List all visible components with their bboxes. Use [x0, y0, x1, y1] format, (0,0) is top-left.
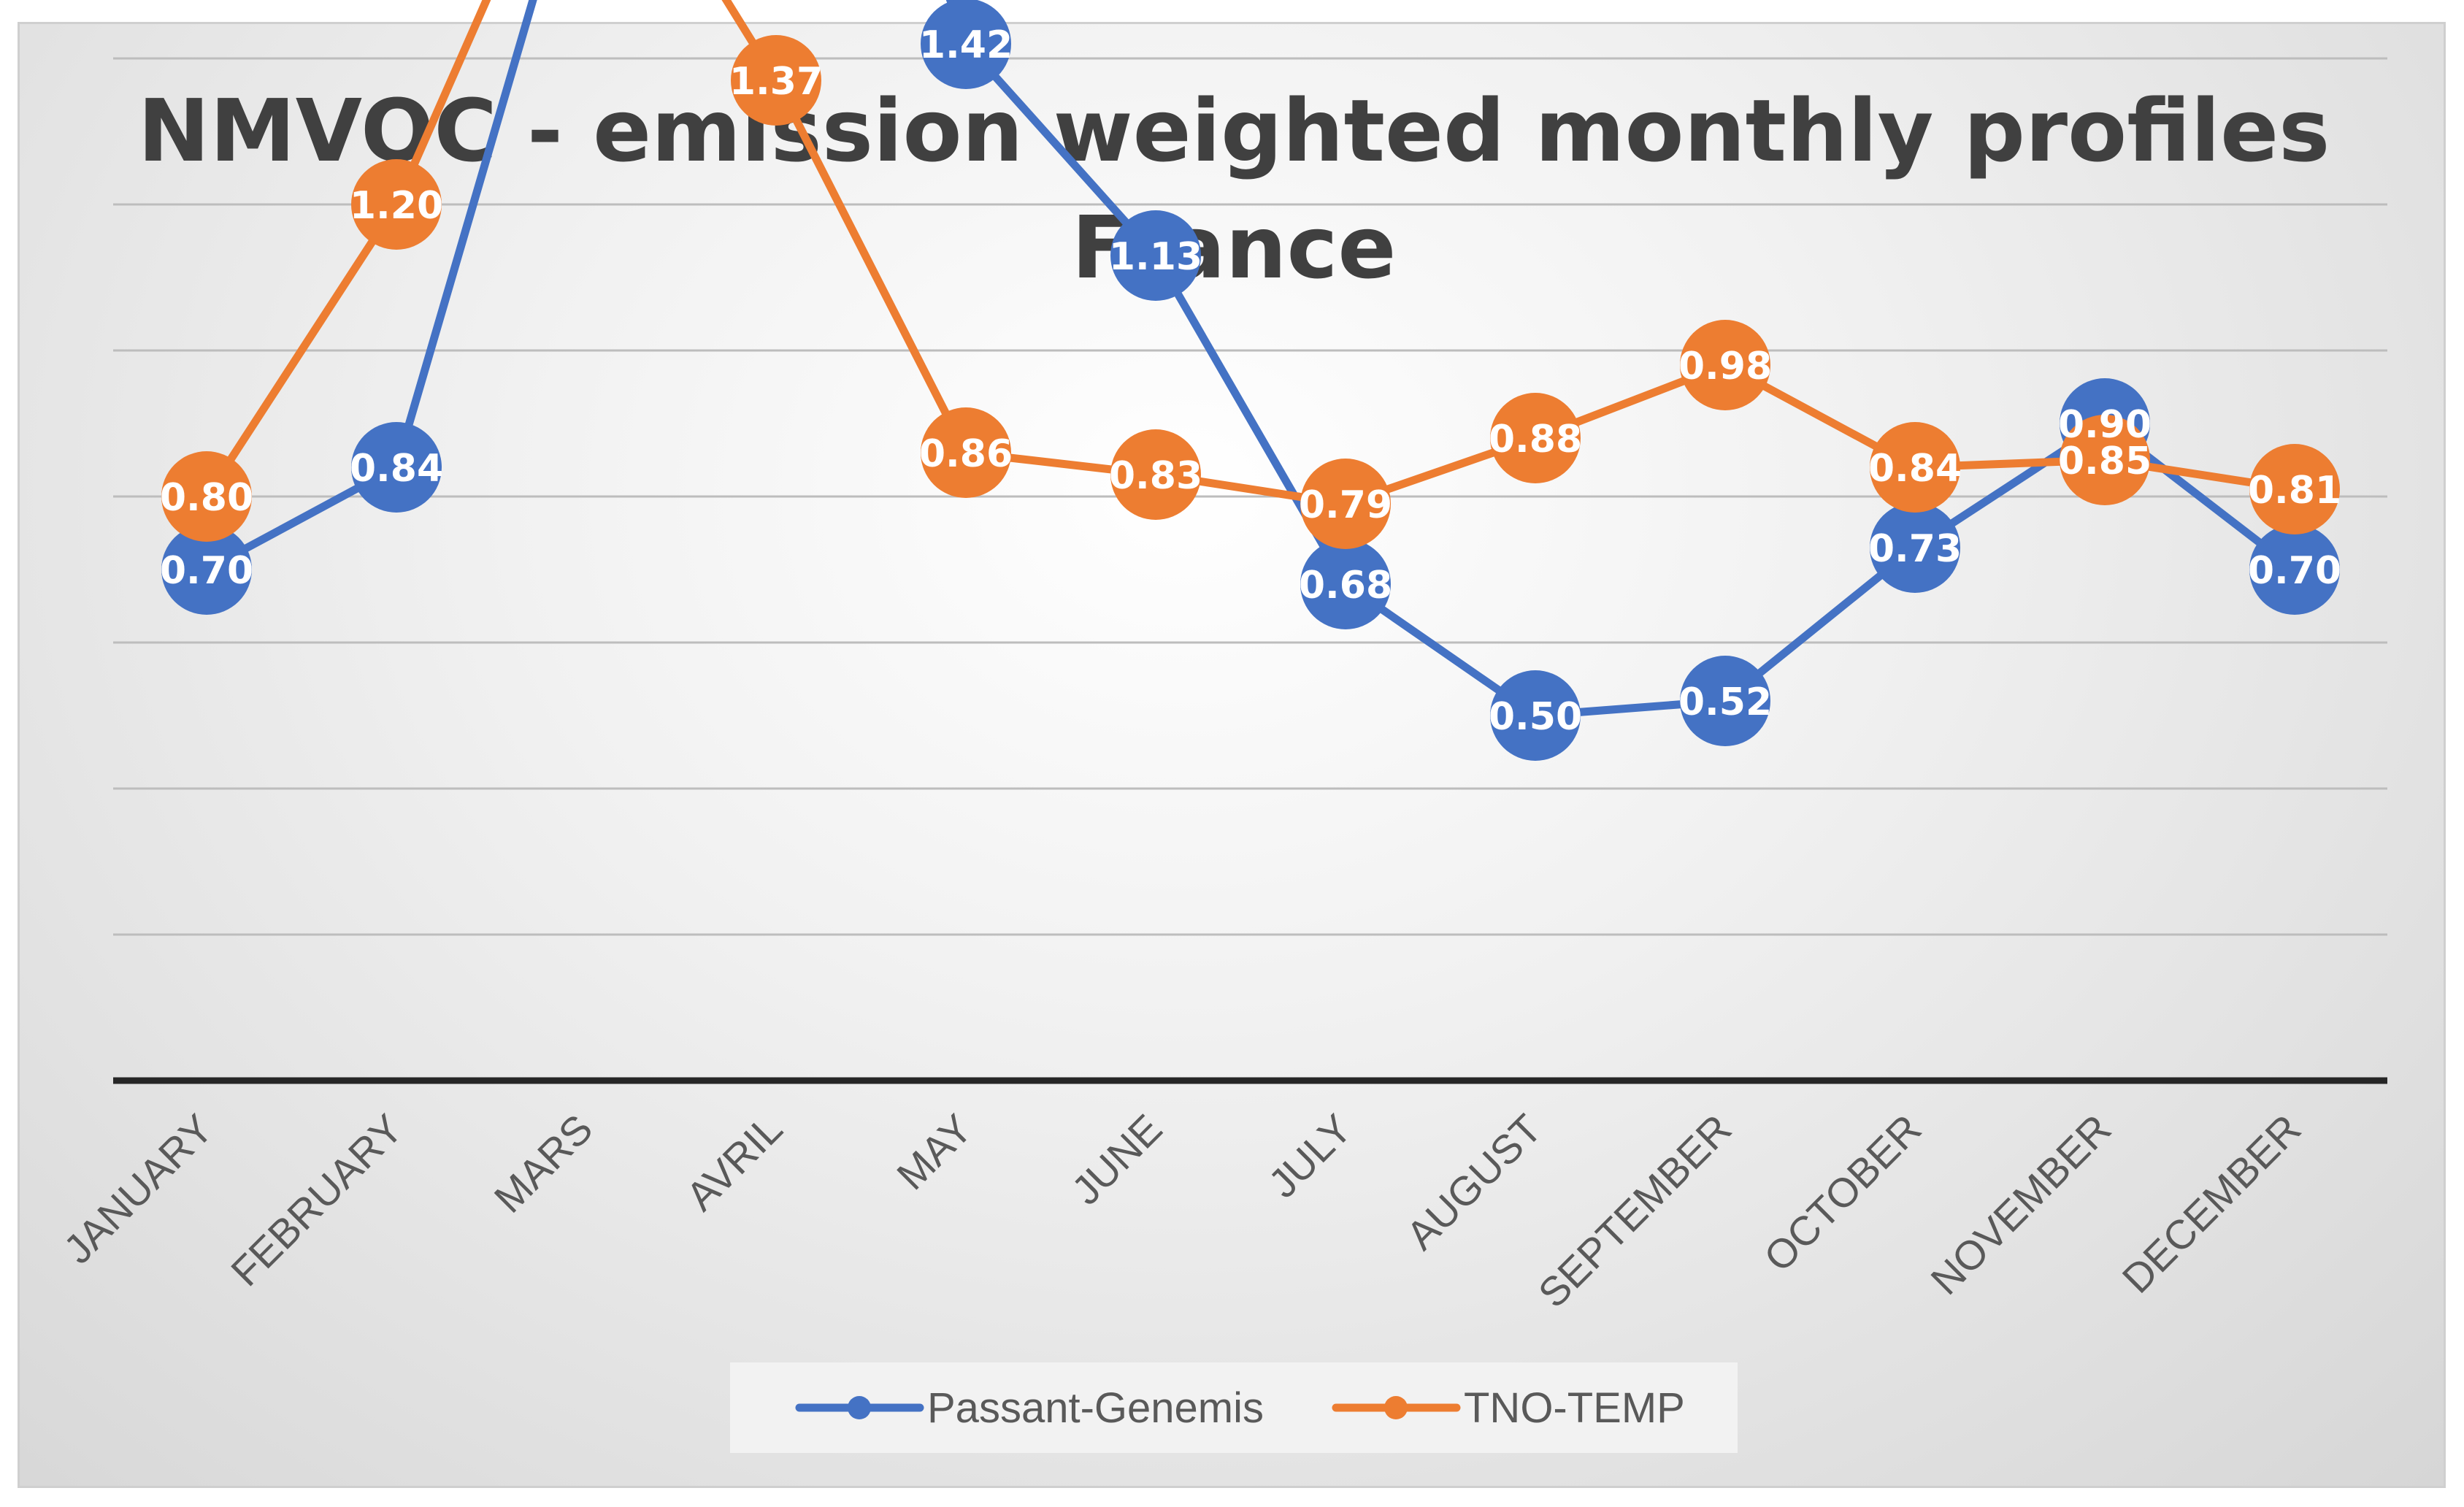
x-tick-label: SEPTEMBER	[1530, 1105, 1740, 1316]
data-point	[1110, 429, 1201, 520]
data-point	[1490, 670, 1581, 761]
x-tick-label: AVRIL	[677, 1105, 791, 1219]
x-tick-label: DECEMBER	[2114, 1105, 2310, 1302]
data-label: 0.86	[919, 432, 1013, 476]
legend-marker	[848, 1396, 871, 1419]
data-label: 0.84	[350, 447, 443, 491]
data-label: 0.73	[1868, 527, 1962, 571]
data-label: 0.50	[1489, 695, 1582, 739]
data-label: 0.98	[1678, 345, 1772, 388]
data-point	[1490, 393, 1581, 483]
series-group: 0.700.841.732.151.421.130.680.500.520.73…	[160, 0, 2341, 761]
data-point	[2249, 524, 2340, 615]
data-point	[351, 159, 442, 250]
series-2	[161, 0, 2340, 549]
gridlines	[113, 57, 2387, 936]
data-point	[1110, 210, 1201, 301]
data-point	[1300, 459, 1391, 549]
data-label: 0.52	[1678, 680, 1772, 724]
x-tick-label: NOVEMBER	[1922, 1105, 2119, 1303]
data-label: 0.81	[2248, 469, 2341, 513]
legend-label: TNO-TEMP	[1464, 1384, 1685, 1432]
data-point	[921, 407, 1011, 498]
legend-label: Passant-Genemis	[927, 1384, 1264, 1432]
x-tick-label: OCTOBER	[1755, 1105, 1930, 1281]
data-label: 0.70	[2248, 549, 2341, 593]
x-tick-label: MAY	[888, 1105, 980, 1198]
chart-title: NMVOC - emission weighted monthly profil…	[138, 80, 2330, 181]
data-point	[1680, 656, 1770, 746]
data-point	[161, 524, 252, 615]
data-label: 1.37	[729, 60, 823, 104]
data-label: 0.70	[160, 549, 253, 593]
data-labels: 0.801.201.791.370.860.830.790.880.980.84…	[160, 60, 2341, 527]
data-label: 0.80	[160, 476, 253, 520]
data-point	[731, 35, 821, 126]
data-label: 0.79	[1299, 483, 1392, 527]
data-point	[1870, 422, 1960, 513]
data-label: 0.90	[2058, 403, 2152, 447]
data-point	[2249, 444, 2340, 534]
data-label: 0.85	[2058, 440, 2152, 483]
data-labels: 0.700.841.732.151.421.130.680.500.520.73…	[160, 23, 2341, 739]
data-label: 1.13	[1109, 235, 1202, 279]
data-label: 0.88	[1489, 418, 1582, 461]
data-label: 1.42	[919, 23, 1013, 67]
chart-area	[18, 22, 2446, 1488]
x-tick-label: FEBRUARY	[222, 1105, 411, 1295]
x-axis: JANUARY FEBRUARY MARS AVRIL MAY JUNE JULY AUGUS…	[55, 1077, 2387, 1316]
data-point	[1300, 539, 1391, 629]
data-point	[161, 451, 252, 542]
data-point	[2060, 415, 2150, 505]
data-point	[1870, 502, 1960, 593]
data-label: 0.84	[1868, 447, 1962, 491]
data-point	[351, 422, 442, 513]
data-point	[1680, 320, 1770, 410]
x-tick-label: MARS	[485, 1105, 602, 1222]
x-tick-label: JANUARY	[55, 1105, 222, 1273]
legend-marker	[1384, 1396, 1408, 1419]
x-tick-label: JUNE	[1063, 1105, 1171, 1213]
data-label: 0.83	[1109, 454, 1202, 498]
legend: Passant-Genemis TNO-TEMP	[730, 1362, 1738, 1453]
x-tick-label: AUGUST	[1397, 1105, 1551, 1259]
data-label: 0.68	[1299, 564, 1392, 607]
data-point	[921, 0, 1011, 89]
data-label: 1.20	[350, 184, 443, 228]
x-tick-label: JULY	[1259, 1105, 1360, 1206]
